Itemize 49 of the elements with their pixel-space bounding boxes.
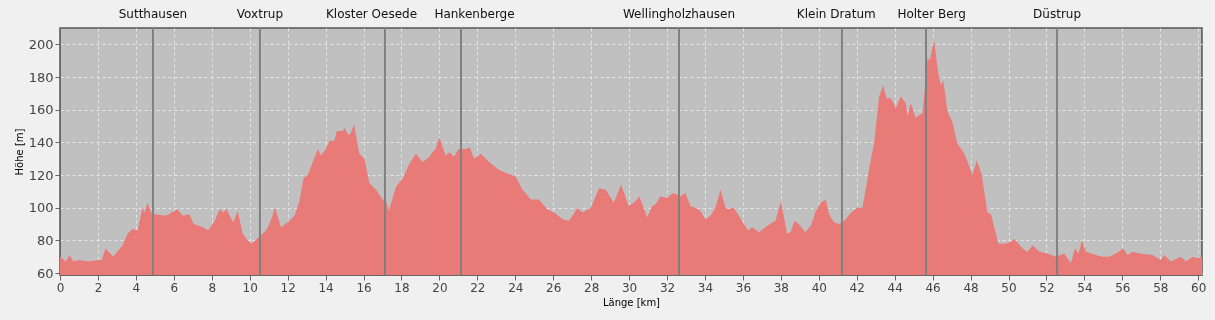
- y-tick-label: 80: [36, 232, 54, 248]
- x-tick-label: 42: [849, 280, 865, 295]
- x-tick-label: 36: [735, 280, 752, 295]
- x-tick-label: 28: [584, 280, 600, 295]
- x-tick-label: 26: [546, 280, 562, 295]
- x-tick-label: 24: [508, 280, 524, 295]
- x-tick-label: 56: [1115, 280, 1131, 295]
- y-tick-label: 140: [28, 134, 54, 150]
- x-tick-label: 22: [470, 280, 486, 295]
- x-tick-label: 20: [432, 280, 448, 295]
- x-tick-label: 44: [887, 280, 903, 295]
- x-axis-title: Länge [km]: [602, 296, 661, 308]
- x-tick-label: 2: [94, 280, 103, 295]
- ref-line-label: Hankenberge: [434, 7, 515, 21]
- x-tick-label: 46: [925, 280, 941, 295]
- y-tick-label: 100: [28, 200, 54, 216]
- x-tick-label: 4: [132, 280, 141, 295]
- x-tick-label: 60: [1191, 280, 1207, 295]
- x-tick-label: 14: [318, 280, 334, 295]
- ref-line-label: Kloster Oesede: [325, 7, 418, 21]
- x-tick-label: 50: [1001, 280, 1017, 295]
- x-tick-label: 18: [394, 280, 410, 295]
- x-tick-label: 8: [208, 280, 217, 295]
- x-tick-label: 12: [280, 280, 296, 295]
- y-tick-label: 180: [28, 69, 54, 85]
- ref-line-label: Sutthausen: [118, 7, 188, 21]
- x-tick-label: 30: [621, 280, 638, 295]
- x-tick-label: 10: [242, 280, 258, 295]
- ref-line-label: Düstrup: [1033, 7, 1082, 21]
- ref-line-label: Wellingholzhausen: [622, 7, 736, 21]
- y-tick-label: 60: [36, 265, 54, 281]
- x-tick-label: 48: [963, 280, 979, 295]
- x-tick-label: 54: [1077, 280, 1093, 295]
- x-tick-label: 52: [1039, 280, 1055, 295]
- x-tick-label: 32: [659, 280, 676, 295]
- x-tick-label: 40: [811, 280, 827, 295]
- x-tick-label: 58: [1153, 280, 1169, 295]
- y-tick-label: 200: [28, 36, 54, 52]
- y-axis-title: Höhe [m]: [13, 128, 25, 176]
- x-tick-label: 6: [170, 280, 179, 295]
- x-tick-label: 38: [773, 280, 789, 295]
- ref-line-label: Klein Dratum: [796, 7, 876, 21]
- ref-line-label: Holter Berg: [897, 7, 966, 21]
- ref-line-label: Voxtrup: [236, 7, 284, 21]
- y-tick-label: 120: [28, 167, 54, 183]
- x-tick-label: 16: [356, 280, 372, 295]
- x-tick-label: 34: [697, 280, 714, 295]
- x-tick-label: 0: [56, 280, 65, 295]
- y-tick-label: 160: [28, 102, 54, 118]
